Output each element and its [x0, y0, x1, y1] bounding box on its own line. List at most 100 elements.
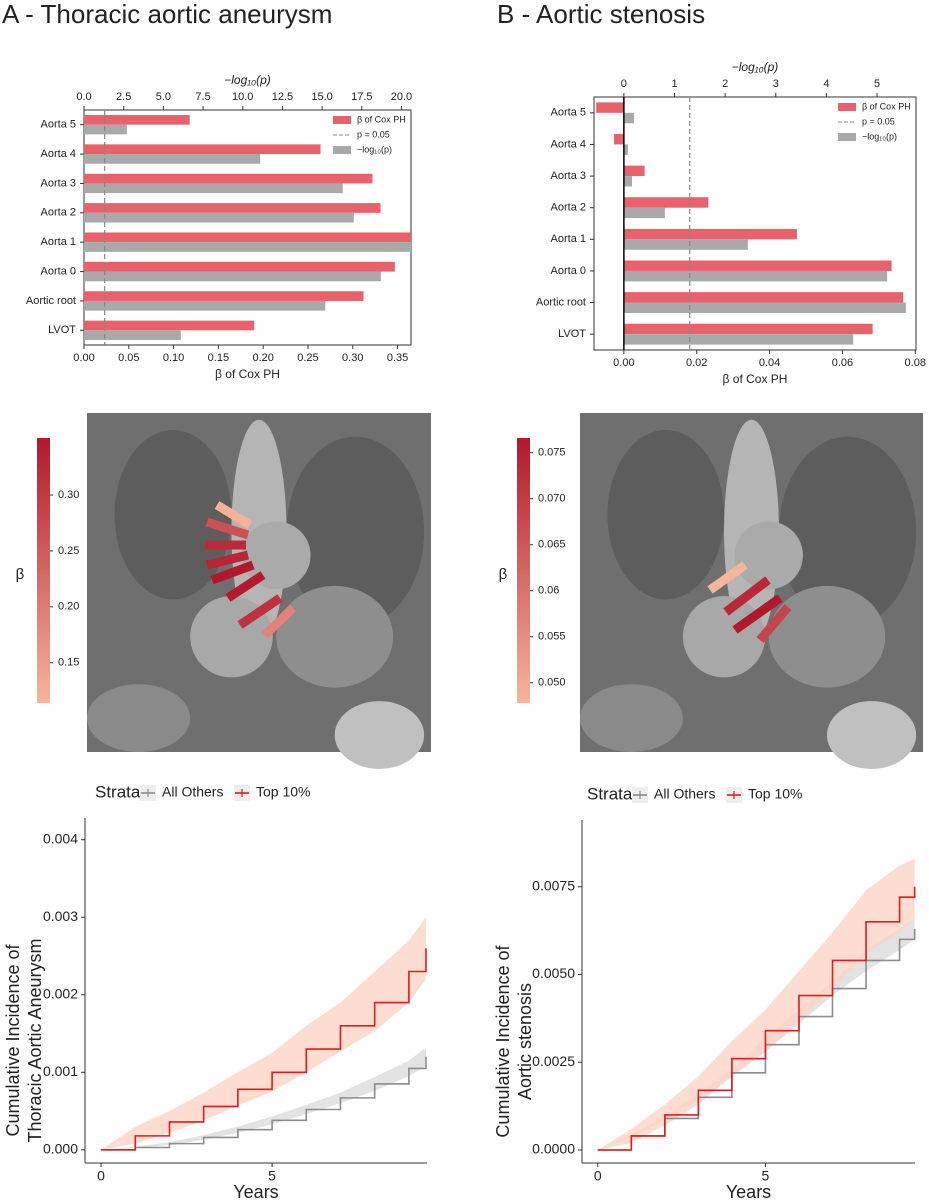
- legend-swatch: [333, 116, 351, 124]
- bar: [623, 270, 888, 282]
- x2-axis-label: −log₁₀(p): [732, 60, 779, 74]
- x2-tick-label: 10.0: [232, 91, 253, 103]
- x-tick-label: 0.00: [613, 357, 634, 369]
- y-tick-label: Aorta 3: [41, 177, 76, 189]
- x-tick-label: 0.35: [387, 352, 408, 364]
- legend-label: All Others: [162, 784, 223, 800]
- anatomy: [768, 585, 886, 688]
- y-tick-label: Aorta 4: [551, 138, 586, 150]
- y-tick-label: 0.004: [43, 830, 78, 846]
- bar: [84, 242, 411, 252]
- y-tick-label: 0.0075: [532, 877, 575, 893]
- y-tick-label: Aorta 0: [41, 265, 76, 277]
- y-tick-label: LVOT: [48, 324, 76, 336]
- y-tick-label: Aorta 3: [551, 170, 586, 182]
- bar: [596, 102, 624, 113]
- aortic-segment: [214, 501, 253, 529]
- survival-line: [101, 1056, 427, 1151]
- aortic-segment: [707, 561, 748, 594]
- y-tick-label: Aorta 1: [41, 236, 76, 248]
- x-axis-label: β of Cox PH: [215, 367, 280, 381]
- x-axis-label: β of Cox PH: [723, 372, 788, 386]
- bar: [84, 203, 381, 213]
- legend-label: β of Cox PH: [357, 114, 406, 124]
- x2-tick-label: 4: [823, 78, 829, 90]
- x2-tick-label: 1: [671, 78, 677, 90]
- x-tick-label: 0.30: [342, 352, 363, 364]
- bar: [623, 302, 906, 313]
- y-tick-label: Aortic root: [26, 295, 76, 307]
- y-axis-label: Cumulative Incidence of: [3, 943, 23, 1136]
- bar: [84, 330, 181, 341]
- bar: [623, 228, 797, 240]
- anatomy: [580, 684, 683, 752]
- bar: [84, 271, 381, 282]
- x-tick-label: 0.08: [905, 357, 926, 369]
- bar: [84, 300, 326, 311]
- legend-swatch: [333, 146, 351, 154]
- legend-title: Strata: [95, 782, 141, 801]
- anatomy: [87, 684, 191, 752]
- y-tick-label: Aorta 5: [551, 107, 586, 119]
- bar: [84, 144, 321, 155]
- bar: [614, 134, 624, 145]
- x2-tick-label: 2.5: [116, 91, 131, 103]
- x2-tick-label: 20.0: [391, 91, 412, 103]
- colorbar-tick-label: 0.25: [58, 545, 79, 557]
- x2-tick-label: 5: [874, 78, 880, 90]
- x-tick-label: 0.05: [118, 352, 139, 364]
- x2-tick-label: 7.5: [195, 91, 210, 103]
- aortic-segment: [732, 594, 783, 634]
- x-tick-label: 0.06: [832, 357, 853, 369]
- y-tick-label: Aorta 4: [41, 148, 76, 160]
- x-axis-label: Years: [233, 1182, 278, 1200]
- x2-tick-label: 17.5: [351, 91, 372, 103]
- y-axis-label: Cumulative Incidence of: [493, 944, 513, 1137]
- anatomy: [778, 436, 917, 627]
- x-tick-label: 5: [762, 1168, 770, 1184]
- colorbar-tick-label: 0.20: [58, 601, 79, 613]
- y-tick-label: Aorta 0: [551, 265, 586, 277]
- bar: [623, 239, 748, 250]
- x-tick-label: 0.10: [163, 352, 184, 364]
- bar: [623, 260, 892, 271]
- colorbar-tick-label: 0.050: [538, 677, 566, 689]
- colorbar-tick-label: 0.075: [538, 447, 566, 459]
- legend-label: Top 10%: [748, 786, 802, 802]
- anatomy: [276, 585, 394, 688]
- bar: [84, 114, 190, 125]
- bar: [623, 323, 873, 335]
- x-tick-label: 5: [268, 1168, 276, 1184]
- y-tick-label: Aorta 1: [551, 233, 586, 245]
- y-tick-label: 0.0025: [532, 1053, 575, 1069]
- legend-label: All Others: [654, 786, 715, 802]
- bar: [623, 334, 854, 345]
- survival-line: [101, 948, 427, 1151]
- y-tick-label: Aorta 2: [41, 207, 76, 219]
- y-tick-label: 0.0050: [532, 965, 575, 981]
- legend-label: Top 10%: [256, 784, 310, 800]
- aortic-segment: [225, 571, 266, 602]
- bar: [84, 183, 343, 194]
- x2-tick-label: 15.0: [311, 91, 332, 103]
- bar: [623, 176, 632, 187]
- plot-frame: [593, 96, 917, 351]
- bar: [84, 320, 255, 331]
- legend-title: Strata: [587, 784, 633, 803]
- bar: [84, 154, 261, 164]
- x-tick-label: 0: [97, 1168, 105, 1184]
- colorbar-label: β: [16, 566, 25, 583]
- y-tick-label: Aortic root: [536, 296, 586, 308]
- anatomy: [682, 596, 766, 678]
- bar: [623, 197, 709, 208]
- plot-frame: [83, 109, 412, 346]
- anatomy: [826, 701, 917, 769]
- bar: [84, 212, 354, 223]
- y-tick-label: Aorta 5: [41, 119, 76, 131]
- colorbar-tick-label: 0.065: [538, 539, 566, 551]
- anatomy: [334, 701, 425, 769]
- colorbar: [37, 438, 50, 703]
- aortic-segment: [723, 576, 771, 616]
- confidence-band: [101, 917, 426, 1150]
